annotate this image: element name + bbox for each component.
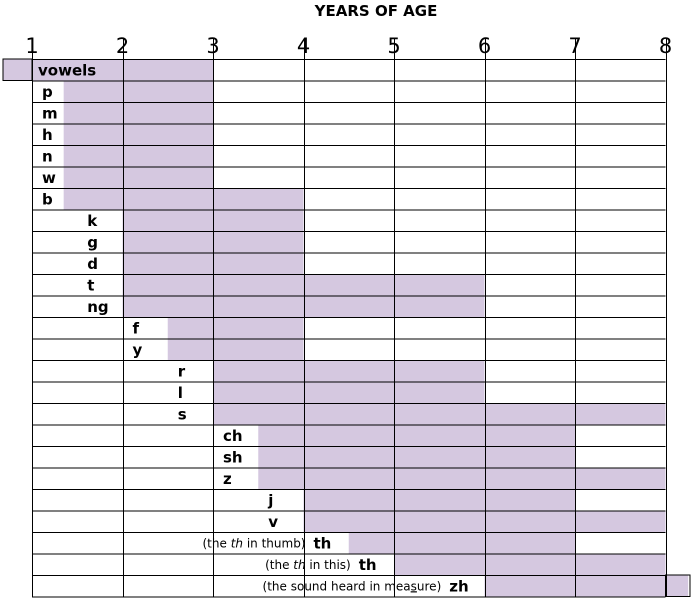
x-tick-label: 2 (116, 34, 129, 58)
row-label: vowels (38, 61, 96, 79)
row-note: (the sound heard in measure) (263, 579, 442, 593)
row-label: d (87, 255, 98, 273)
row-label: s (178, 405, 187, 423)
row-label: ng (87, 298, 108, 316)
x-tick-label: 5 (387, 34, 400, 58)
bar-4 (63, 123, 213, 145)
bar-25 (484, 575, 689, 597)
row-label: w (42, 169, 56, 187)
bar-6 (63, 166, 213, 188)
bar-13 (167, 317, 304, 339)
chart-title: YEARS OF AGE (314, 2, 438, 20)
grid-layer (32, 38, 667, 598)
row-label: v (268, 513, 278, 531)
bar-24 (394, 553, 666, 575)
bar-19 (258, 446, 575, 468)
x-tick-label: 4 (297, 34, 310, 58)
bar-16 (213, 381, 485, 403)
row-note: (the th in this) (265, 558, 351, 572)
bar-overhang-outline (665, 574, 691, 597)
bar-15 (213, 360, 485, 382)
bar-7 (63, 188, 304, 210)
row-label: t (87, 276, 94, 294)
bar-22 (303, 510, 666, 532)
bar-12 (122, 295, 485, 317)
row-label: ch (223, 427, 243, 445)
row-label: zh (449, 577, 468, 595)
bar-23 (348, 532, 575, 554)
bar-5 (63, 145, 213, 167)
row-label: th (359, 556, 377, 574)
bar-1 (3, 59, 213, 81)
row-label: h (42, 126, 53, 144)
row-label: g (87, 233, 98, 251)
row-label: r (178, 362, 186, 380)
bar-20 (258, 467, 666, 489)
x-tick-label: 3 (206, 34, 219, 58)
row-label: j (267, 491, 273, 509)
row-note: (the th in thumb) (203, 536, 306, 550)
x-tick-label: 1 (25, 34, 38, 58)
row-label: b (42, 190, 53, 208)
row-label: y (133, 341, 143, 359)
bar-11 (122, 274, 485, 296)
bar-17 (213, 403, 666, 425)
bars-layer (2, 58, 691, 597)
x-tick-label: 6 (478, 34, 491, 58)
bar-3 (63, 102, 213, 124)
row-label: f (133, 319, 140, 337)
x-tick-label: 7 (568, 34, 581, 58)
bar-18 (258, 424, 575, 446)
row-label: z (223, 470, 232, 488)
bar-21 (303, 489, 575, 511)
row-label: l (178, 384, 183, 402)
bar-14 (167, 338, 304, 360)
row-label: p (42, 83, 53, 101)
axis-ticks: 1 2 3 4 5 6 7 8 (25, 34, 672, 58)
row-label: k (87, 212, 98, 230)
row-label: n (42, 147, 53, 165)
row-label: sh (223, 448, 243, 466)
bar-2 (63, 80, 213, 102)
x-tick-label: 8 (659, 34, 672, 58)
row-label: m (42, 104, 58, 122)
row-label: th (314, 534, 332, 552)
